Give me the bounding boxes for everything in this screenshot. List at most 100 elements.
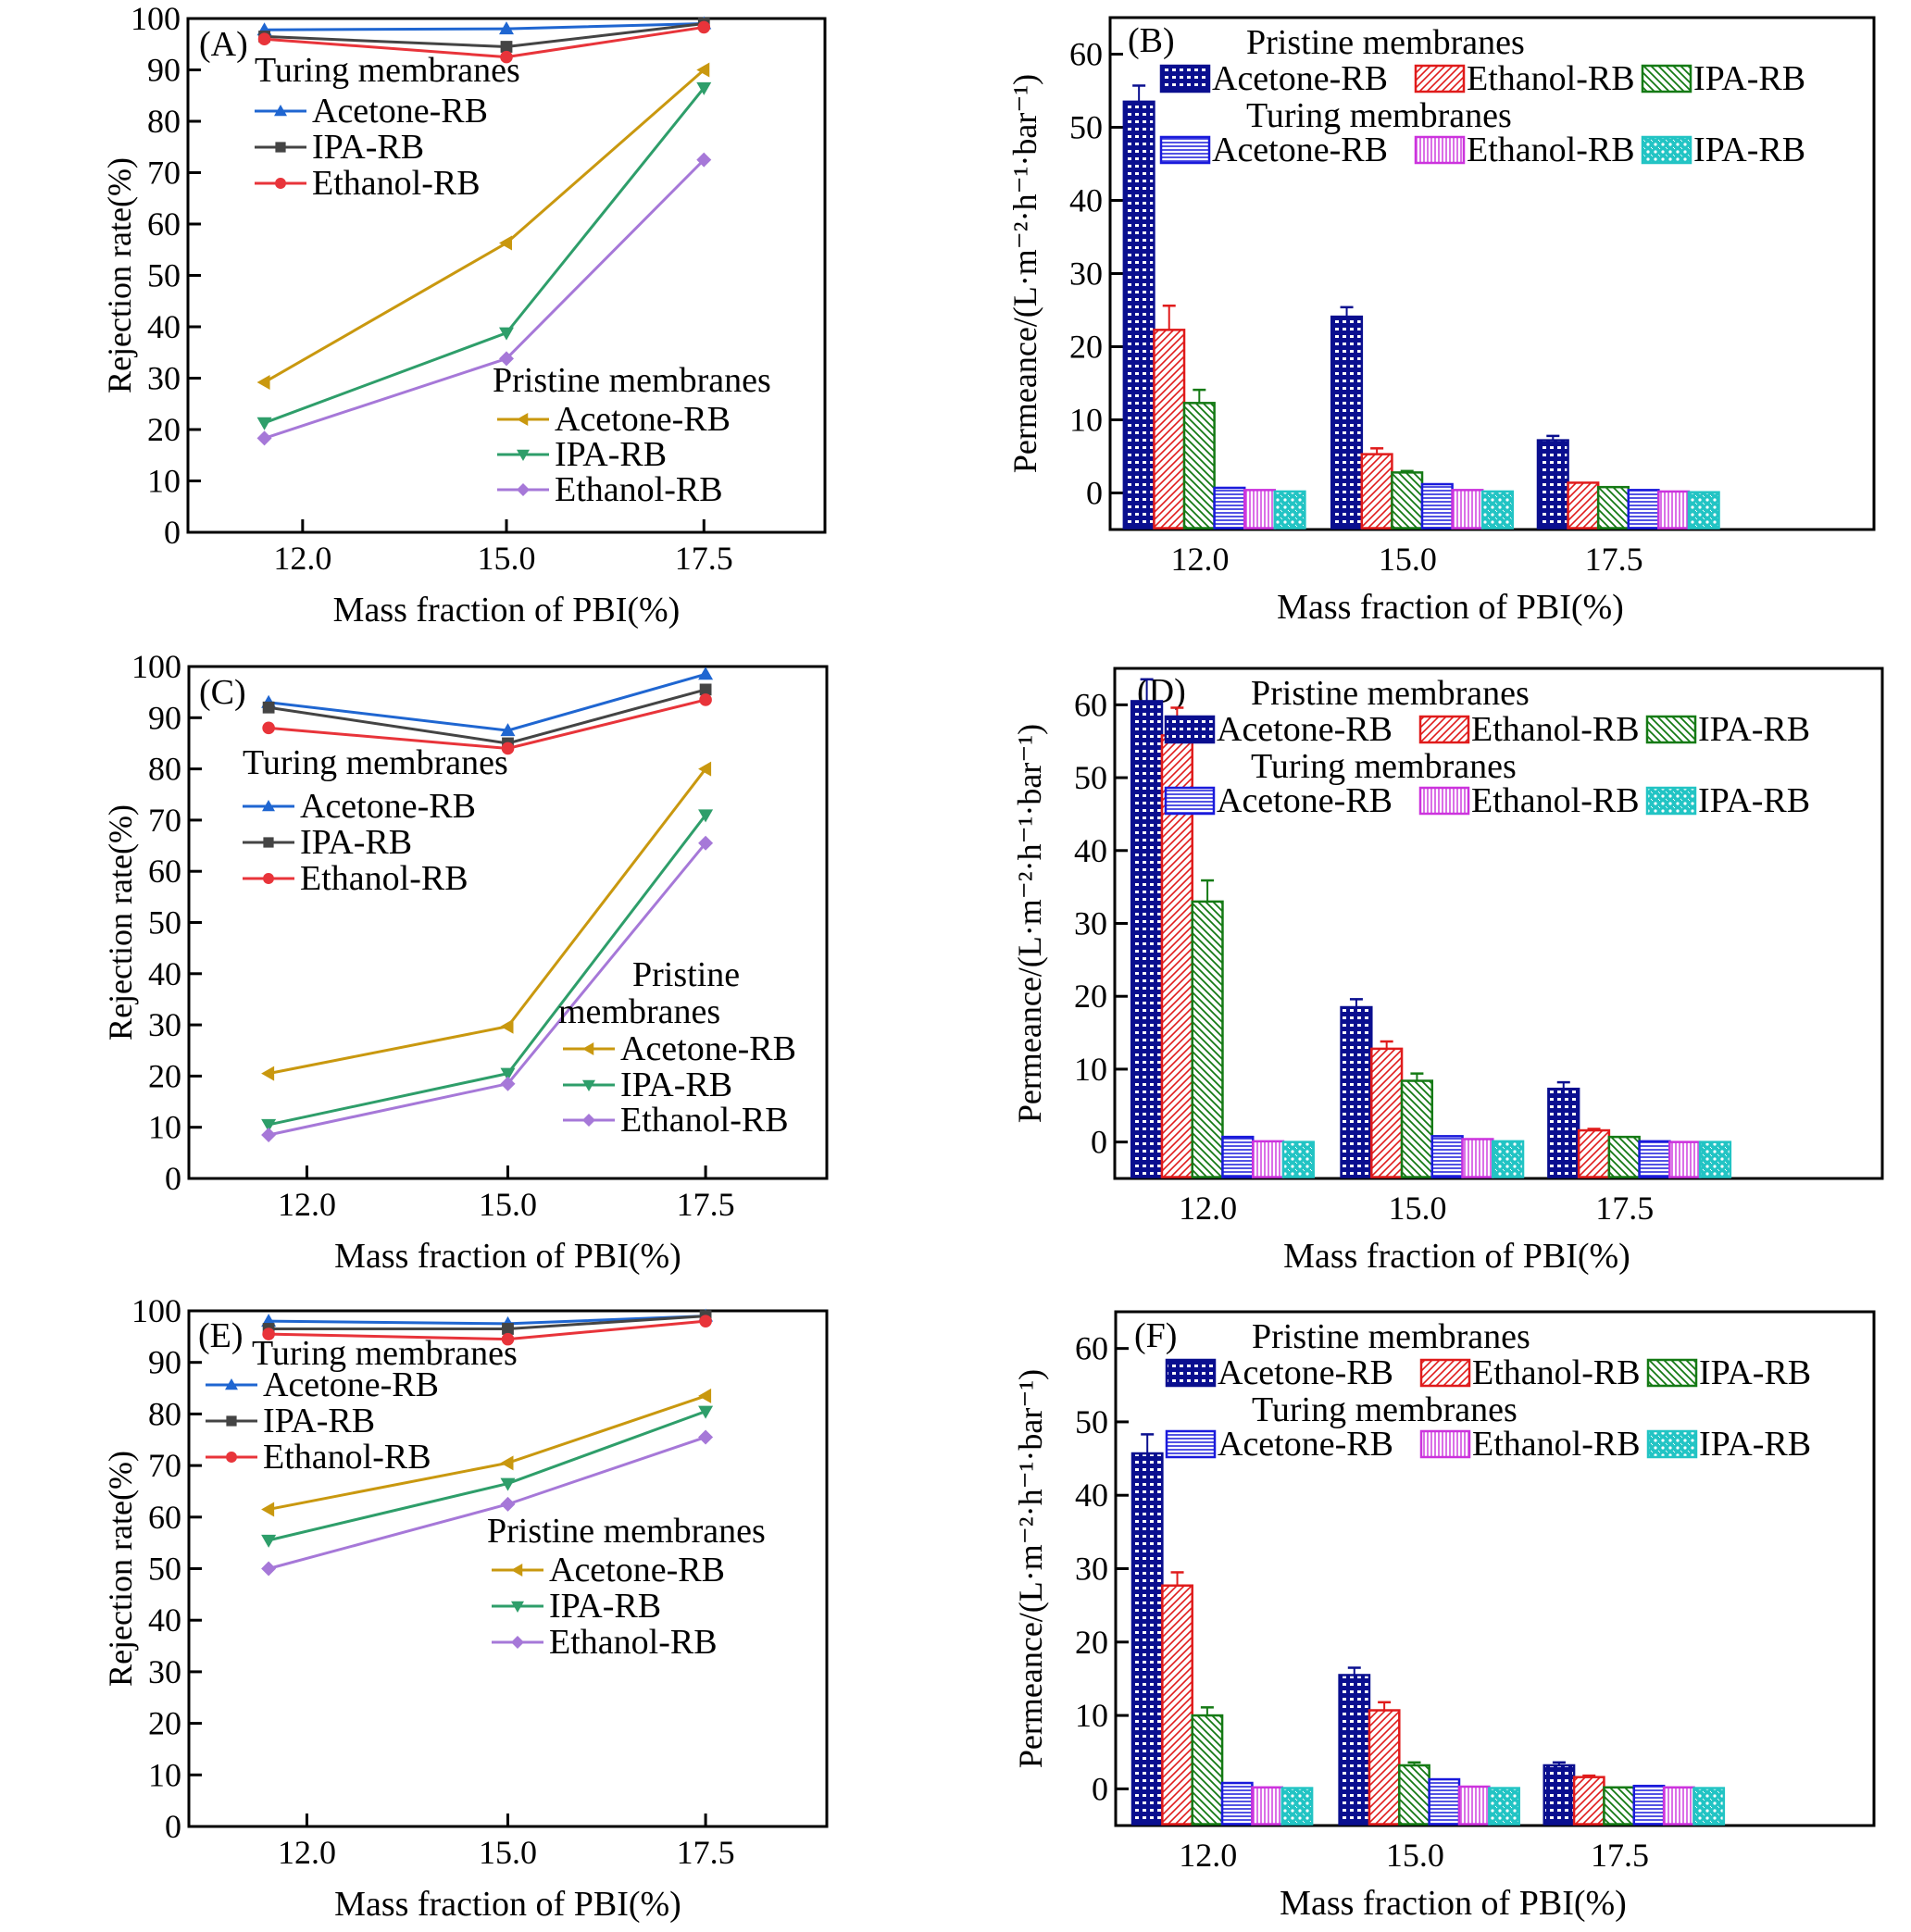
legend-entry: Ethanol-RB [263,1438,431,1477]
bar [1596,485,1630,530]
bar [1130,1452,1164,1826]
legend-entry: IPA-RB [555,435,667,474]
legend-title: Turing membranes [255,51,520,90]
legend-entry: Ethanol-RB [1467,59,1635,98]
bar [1368,1709,1401,1826]
data-point [500,41,513,53]
y-tick-label: 70 [147,155,181,192]
y-tick-label: 40 [1074,832,1107,869]
y-tick-label: 40 [147,308,181,345]
data-point [511,1601,524,1613]
data-point [582,1042,594,1055]
y-tick-label: 30 [148,1653,181,1690]
y-tick-label: 80 [148,1395,181,1432]
legend-turing: Turing membranesAcetone-RBIPA-RBEthanol-… [255,51,520,203]
data-point [263,837,274,848]
series-pristine-ethanol-rb [261,835,714,1142]
x-tick-label: 17.5 [677,1186,735,1223]
legend-turing: Turing membranesAcetone-RBIPA-RBEthanol-… [206,1334,518,1477]
bar [1577,1128,1611,1178]
series-pristine-acetone-rb [1130,1433,1576,1826]
y-tick-label: 20 [148,1057,181,1094]
data-point [698,809,714,823]
legend-swatch [1645,786,1697,816]
data-point [263,873,274,884]
bar [1567,481,1600,530]
bar [1632,1784,1666,1826]
data-point [226,1452,237,1463]
x-tick-label: 15.0 [479,1834,537,1871]
legend-swatch [1418,715,1470,744]
data-point [256,430,272,446]
legend-turing: Turing membranesAcetone-RBIPA-RBEthanol-… [243,743,508,898]
data-point [275,178,286,189]
y-tick-label: 70 [148,1447,181,1484]
legend-swatch [1165,1429,1217,1459]
series-pristine-ethanol-rb [1161,1571,1605,1826]
panel-f: 0 10 20 30 40 50 60 Permeance/(L·m⁻²·h⁻¹·bar⁻¹)… [1012,1310,1876,1923]
x-tick-label: 12.0 [273,540,331,577]
series-pristine-ipa-rb [261,809,714,1132]
series-turing-ethanol-rb [1251,1138,1702,1178]
data-point [500,723,516,737]
y-tick-label: 0 [1086,475,1103,512]
legend-swatch [1645,715,1697,744]
x-tick-label: 12.0 [1170,541,1229,578]
bar [1543,1764,1576,1826]
bar [1430,1135,1464,1178]
bar [1638,1140,1671,1178]
y-tick-label: 10 [147,463,181,500]
series-pristine-ethanol-rb [256,152,712,446]
y-tick-label: 10 [148,1756,181,1793]
legend-entry: Acetone-RB [549,1551,725,1589]
bar [1420,482,1454,530]
bar [1130,700,1164,1178]
y-tick-label: 80 [147,103,181,140]
data-point [262,701,275,714]
legend-entry: Ethanol-RB [1467,131,1635,169]
data-point [261,1502,275,1517]
x-tick-label: 12.0 [278,1834,336,1871]
bar [1360,453,1393,530]
bar [1698,1141,1732,1178]
legend-entry: Acetone-RB [1217,710,1393,749]
y-tick-label: 100 [131,1292,181,1329]
y-tick-label: 20 [1074,978,1107,1015]
y-axis-label: Rejection rate(%) [102,804,139,1041]
legend-entry: IPA-RB [300,823,412,862]
series-turing-ipa-rb [1281,1140,1732,1178]
bar [1340,1005,1373,1178]
data-point [500,1496,516,1512]
data-point [699,1315,712,1327]
data-point [261,1127,277,1142]
data-point [500,1455,514,1471]
bar [1273,490,1306,530]
bar [1536,439,1569,530]
bar [1657,490,1691,530]
panel-c: 0 10 20 30 40 50 60 70 80 90 100 Rejection rate(%) M… [102,648,829,1276]
y-axis-label: Rejection rate(%) [102,1451,139,1687]
x-axis-label: Mass fraction of PBI(%) [1280,1884,1627,1923]
legend-entry: Ethanol-RB [1472,1425,1641,1464]
series-line [264,22,705,31]
y-tick-label: 80 [148,751,181,788]
legend-entry: IPA-RB [1699,1353,1811,1392]
legend-pristine: Pristine membranesAcetone-RBIPA-RBEthano… [487,1512,766,1662]
data-point [274,105,287,117]
data-point [275,142,286,153]
y-axis-label: Permeance/(L·m⁻²·h⁻¹·bar⁻¹) [1012,1369,1049,1768]
legend-entry: Ethanol-RB [312,164,481,203]
series-turing-acetone-rb [261,667,714,737]
bar [1243,489,1277,530]
y-tick-label: 60 [1075,1330,1108,1367]
bar [1692,1787,1726,1826]
y-tick-label: 70 [148,802,181,839]
data-point [698,835,714,851]
y-tick-label: 90 [147,52,181,89]
panel-b: 0 10 20 30 40 50 60 Permeance/(L·m⁻²·h⁻¹·bar⁻¹)… [1006,16,1876,627]
data-point [501,742,515,755]
legend-swatch [1164,715,1216,744]
data-point [500,1477,516,1491]
bar [1492,1140,1525,1178]
data-point [261,1118,277,1132]
